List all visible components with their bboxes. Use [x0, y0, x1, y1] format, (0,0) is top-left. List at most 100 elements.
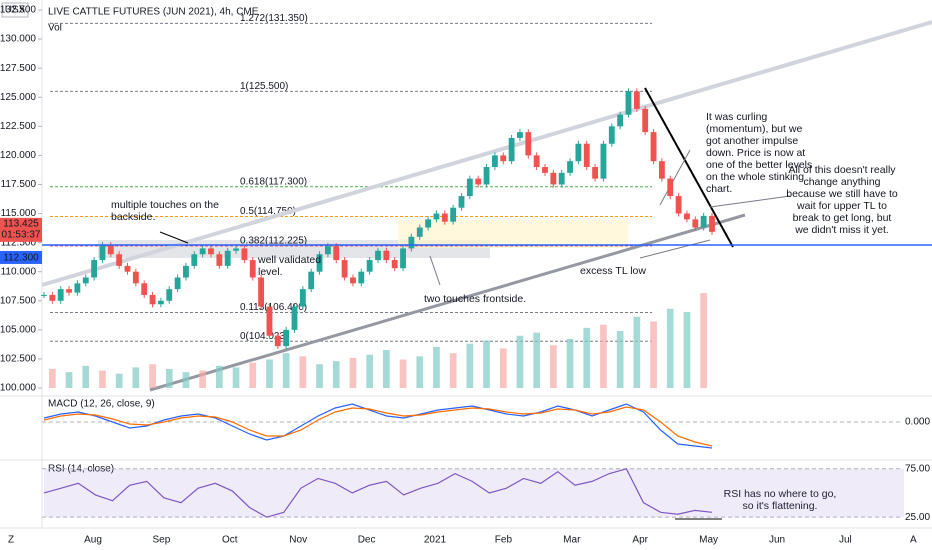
volume-bar — [700, 293, 707, 388]
candle — [567, 161, 573, 173]
volume-bar — [299, 356, 307, 388]
volume-bar — [483, 340, 490, 388]
candle — [550, 172, 557, 185]
x-tick-label: Nov — [289, 535, 307, 546]
candle — [333, 246, 340, 261]
candle — [450, 207, 457, 222]
fib-label: 1.272(131.350) — [240, 13, 308, 24]
candle — [249, 260, 256, 278]
volume-bar — [115, 373, 123, 388]
volume-bar — [616, 331, 624, 388]
y-tick-label: 0.000 — [905, 417, 930, 428]
candle — [41, 294, 47, 296]
annotation: well validated — [257, 254, 321, 266]
candle — [124, 265, 131, 272]
volume-label: Vol — [48, 23, 62, 34]
candle — [642, 108, 649, 133]
volume-bar — [82, 365, 90, 388]
candle — [366, 260, 373, 272]
annotation: so it's flattening. — [743, 500, 818, 512]
volume-bar — [666, 308, 674, 388]
fib-label: 0.382(112.225) — [240, 235, 307, 246]
volume-bar — [449, 353, 457, 388]
countdown: 01:53:37 — [2, 229, 41, 240]
candle — [433, 213, 440, 220]
callout-line — [709, 195, 791, 208]
y-tick-label: 115.000 — [1, 208, 37, 219]
x-tick-label: May — [699, 535, 718, 546]
candle — [266, 306, 273, 336]
last-price-tag — [0, 217, 42, 242]
candle — [608, 126, 615, 144]
volume-bar — [216, 365, 223, 388]
candle — [82, 277, 89, 284]
scale-mode[interactable]: A — [910, 535, 917, 546]
volume-bar — [165, 369, 173, 388]
x-tick-label: Aug — [84, 535, 102, 546]
candle — [57, 289, 64, 301]
series-line — [43, 468, 713, 518]
rsi-band — [44, 468, 904, 518]
candle — [99, 244, 106, 261]
volume-bar — [499, 348, 507, 388]
x-tick-label: Apr — [632, 535, 648, 546]
candle — [141, 283, 148, 295]
symbol: USX — [5, 5, 26, 16]
x-tick-label: Sep — [153, 535, 171, 546]
candle — [500, 155, 507, 162]
candle — [517, 132, 523, 138]
candle — [383, 250, 390, 261]
volume-bar — [600, 324, 607, 388]
x-tick-label: Dec — [358, 535, 376, 546]
volume-bar — [349, 357, 357, 388]
y-tick-label: 127.500 — [0, 63, 36, 74]
candle — [583, 143, 590, 168]
candle — [466, 178, 473, 197]
candle — [132, 271, 139, 284]
annotation: on the whole stinking — [706, 171, 804, 183]
candle — [291, 306, 298, 330]
candle — [633, 91, 640, 109]
candle — [224, 250, 231, 266]
volume-bar — [232, 367, 240, 388]
candle — [709, 215, 715, 232]
candle — [274, 335, 281, 347]
annotation: down. Price is now at — [706, 147, 805, 159]
fib-label: 0.113(106.490) — [240, 302, 307, 313]
candle — [91, 260, 98, 278]
volume-bar — [199, 370, 206, 388]
candle — [658, 161, 665, 179]
candle — [166, 289, 173, 301]
candle — [491, 155, 498, 168]
y-tick-label: 130.000 — [0, 34, 36, 45]
candle — [149, 294, 156, 305]
candle — [324, 246, 331, 255]
level-label: 112.300 — [3, 253, 39, 264]
volume-bar — [633, 316, 641, 388]
volume-bar — [383, 350, 390, 388]
volume-bar — [399, 359, 407, 388]
volume-bar — [282, 353, 290, 388]
candle — [592, 167, 599, 179]
volume-bar — [566, 338, 574, 388]
annotation: wait for upper TL to — [796, 200, 887, 212]
candle — [233, 248, 239, 251]
candle — [650, 132, 657, 162]
volume-bar — [132, 367, 140, 388]
annotation: got another impulse — [706, 135, 798, 147]
candle — [183, 265, 189, 278]
pane-title: MACD (12, 26, close, 9) — [48, 399, 155, 410]
callout-arrow — [159, 231, 189, 244]
volume-bar — [249, 362, 257, 388]
annotation: RSI has no where to go, — [724, 488, 837, 500]
y-tick-label: 132.500 — [0, 5, 36, 16]
annotation: change anything — [803, 176, 880, 188]
candle — [558, 172, 565, 185]
candle — [508, 137, 515, 162]
callout-line — [429, 255, 441, 286]
symbol-box[interactable] — [1, 2, 29, 18]
candle — [542, 167, 548, 173]
candle — [625, 91, 632, 115]
timezone[interactable]: Z — [8, 535, 14, 546]
y-tick-label: 107.500 — [0, 295, 36, 306]
